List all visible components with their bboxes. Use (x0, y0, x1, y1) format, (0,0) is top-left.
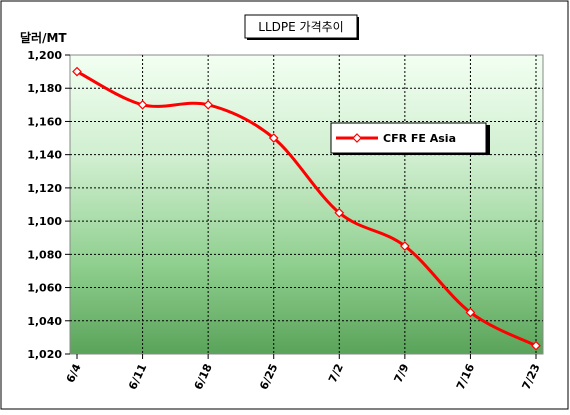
y-tick-label: 1,160 (27, 115, 62, 128)
series-line (76, 70, 537, 348)
data-point-marker (531, 340, 541, 351)
legend: CFR FE Asia (330, 122, 490, 155)
data-point-marker (400, 241, 410, 251)
y-tick-label: 1,200 (27, 49, 62, 62)
legend-marker (352, 133, 362, 143)
data-point-marker (268, 133, 279, 143)
data-point-marker (137, 99, 148, 110)
y-tick-label: 1,180 (27, 82, 62, 95)
y-tick-label: 1,060 (27, 282, 62, 295)
series-layer (72, 66, 541, 351)
data-point-marker (334, 207, 345, 218)
plot-area (69, 54, 544, 355)
y-tick-label: 1,120 (27, 182, 62, 195)
y-axis-label: 달러/MT (20, 30, 67, 45)
chart-title: LLDPE 가격추이 (258, 20, 343, 34)
chart-title-box: LLDPE 가격추이 (244, 14, 359, 40)
y-axis-ticks: 1,020 1,040 1,060 1,080 1,100 1,120 1,140 1,160… (27, 49, 70, 361)
data-point-marker (203, 99, 213, 110)
legend-label: CFR FE Asia (383, 132, 456, 145)
y-tick-label: 1,040 (27, 315, 62, 328)
y-tick-label: 1,080 (27, 248, 62, 261)
y-tick-label: 1,140 (27, 149, 62, 162)
y-tick-label: 1,020 (27, 348, 62, 361)
y-tick-label: 1,100 (27, 215, 62, 228)
data-point-marker (72, 66, 82, 77)
data-point-marker (465, 307, 476, 318)
